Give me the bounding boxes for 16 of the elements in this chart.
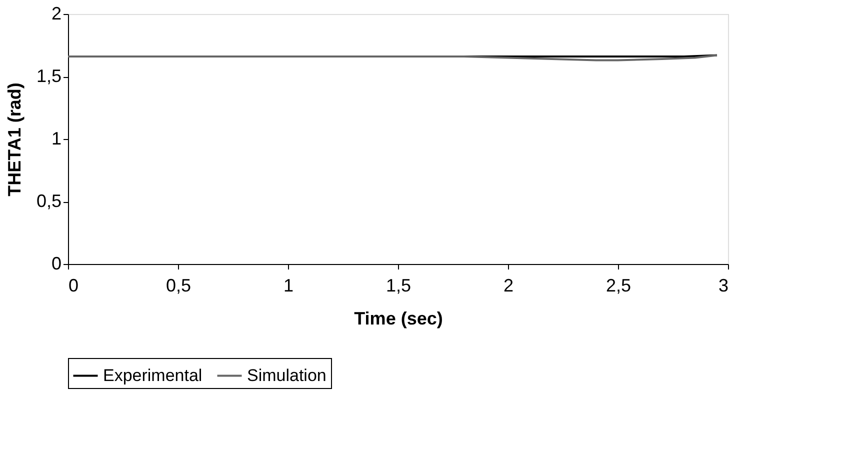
y-tick-label: 0 [51,254,62,274]
legend-label: Simulation [247,366,326,385]
x-tick-label: 1 [283,276,294,296]
y-tick-label: 0,5 [36,191,62,211]
y-tick-label: 2 [51,4,62,24]
y-tick-label: 1,5 [36,66,62,86]
y-tick-label: 1 [51,128,62,148]
x-tick-label: 3 [718,276,728,296]
x-tick-label: 2,5 [606,276,632,296]
legend-label: Experimental [103,366,202,385]
x-tick-label: 0,5 [166,276,192,296]
x-tick-label: 2 [503,276,514,296]
x-tick-label: 1,5 [386,276,412,296]
y-axis-title: THETA1 (rad) [4,82,24,196]
x-axis-title: Time (sec) [354,308,443,328]
x-tick-label: 0 [68,276,79,296]
